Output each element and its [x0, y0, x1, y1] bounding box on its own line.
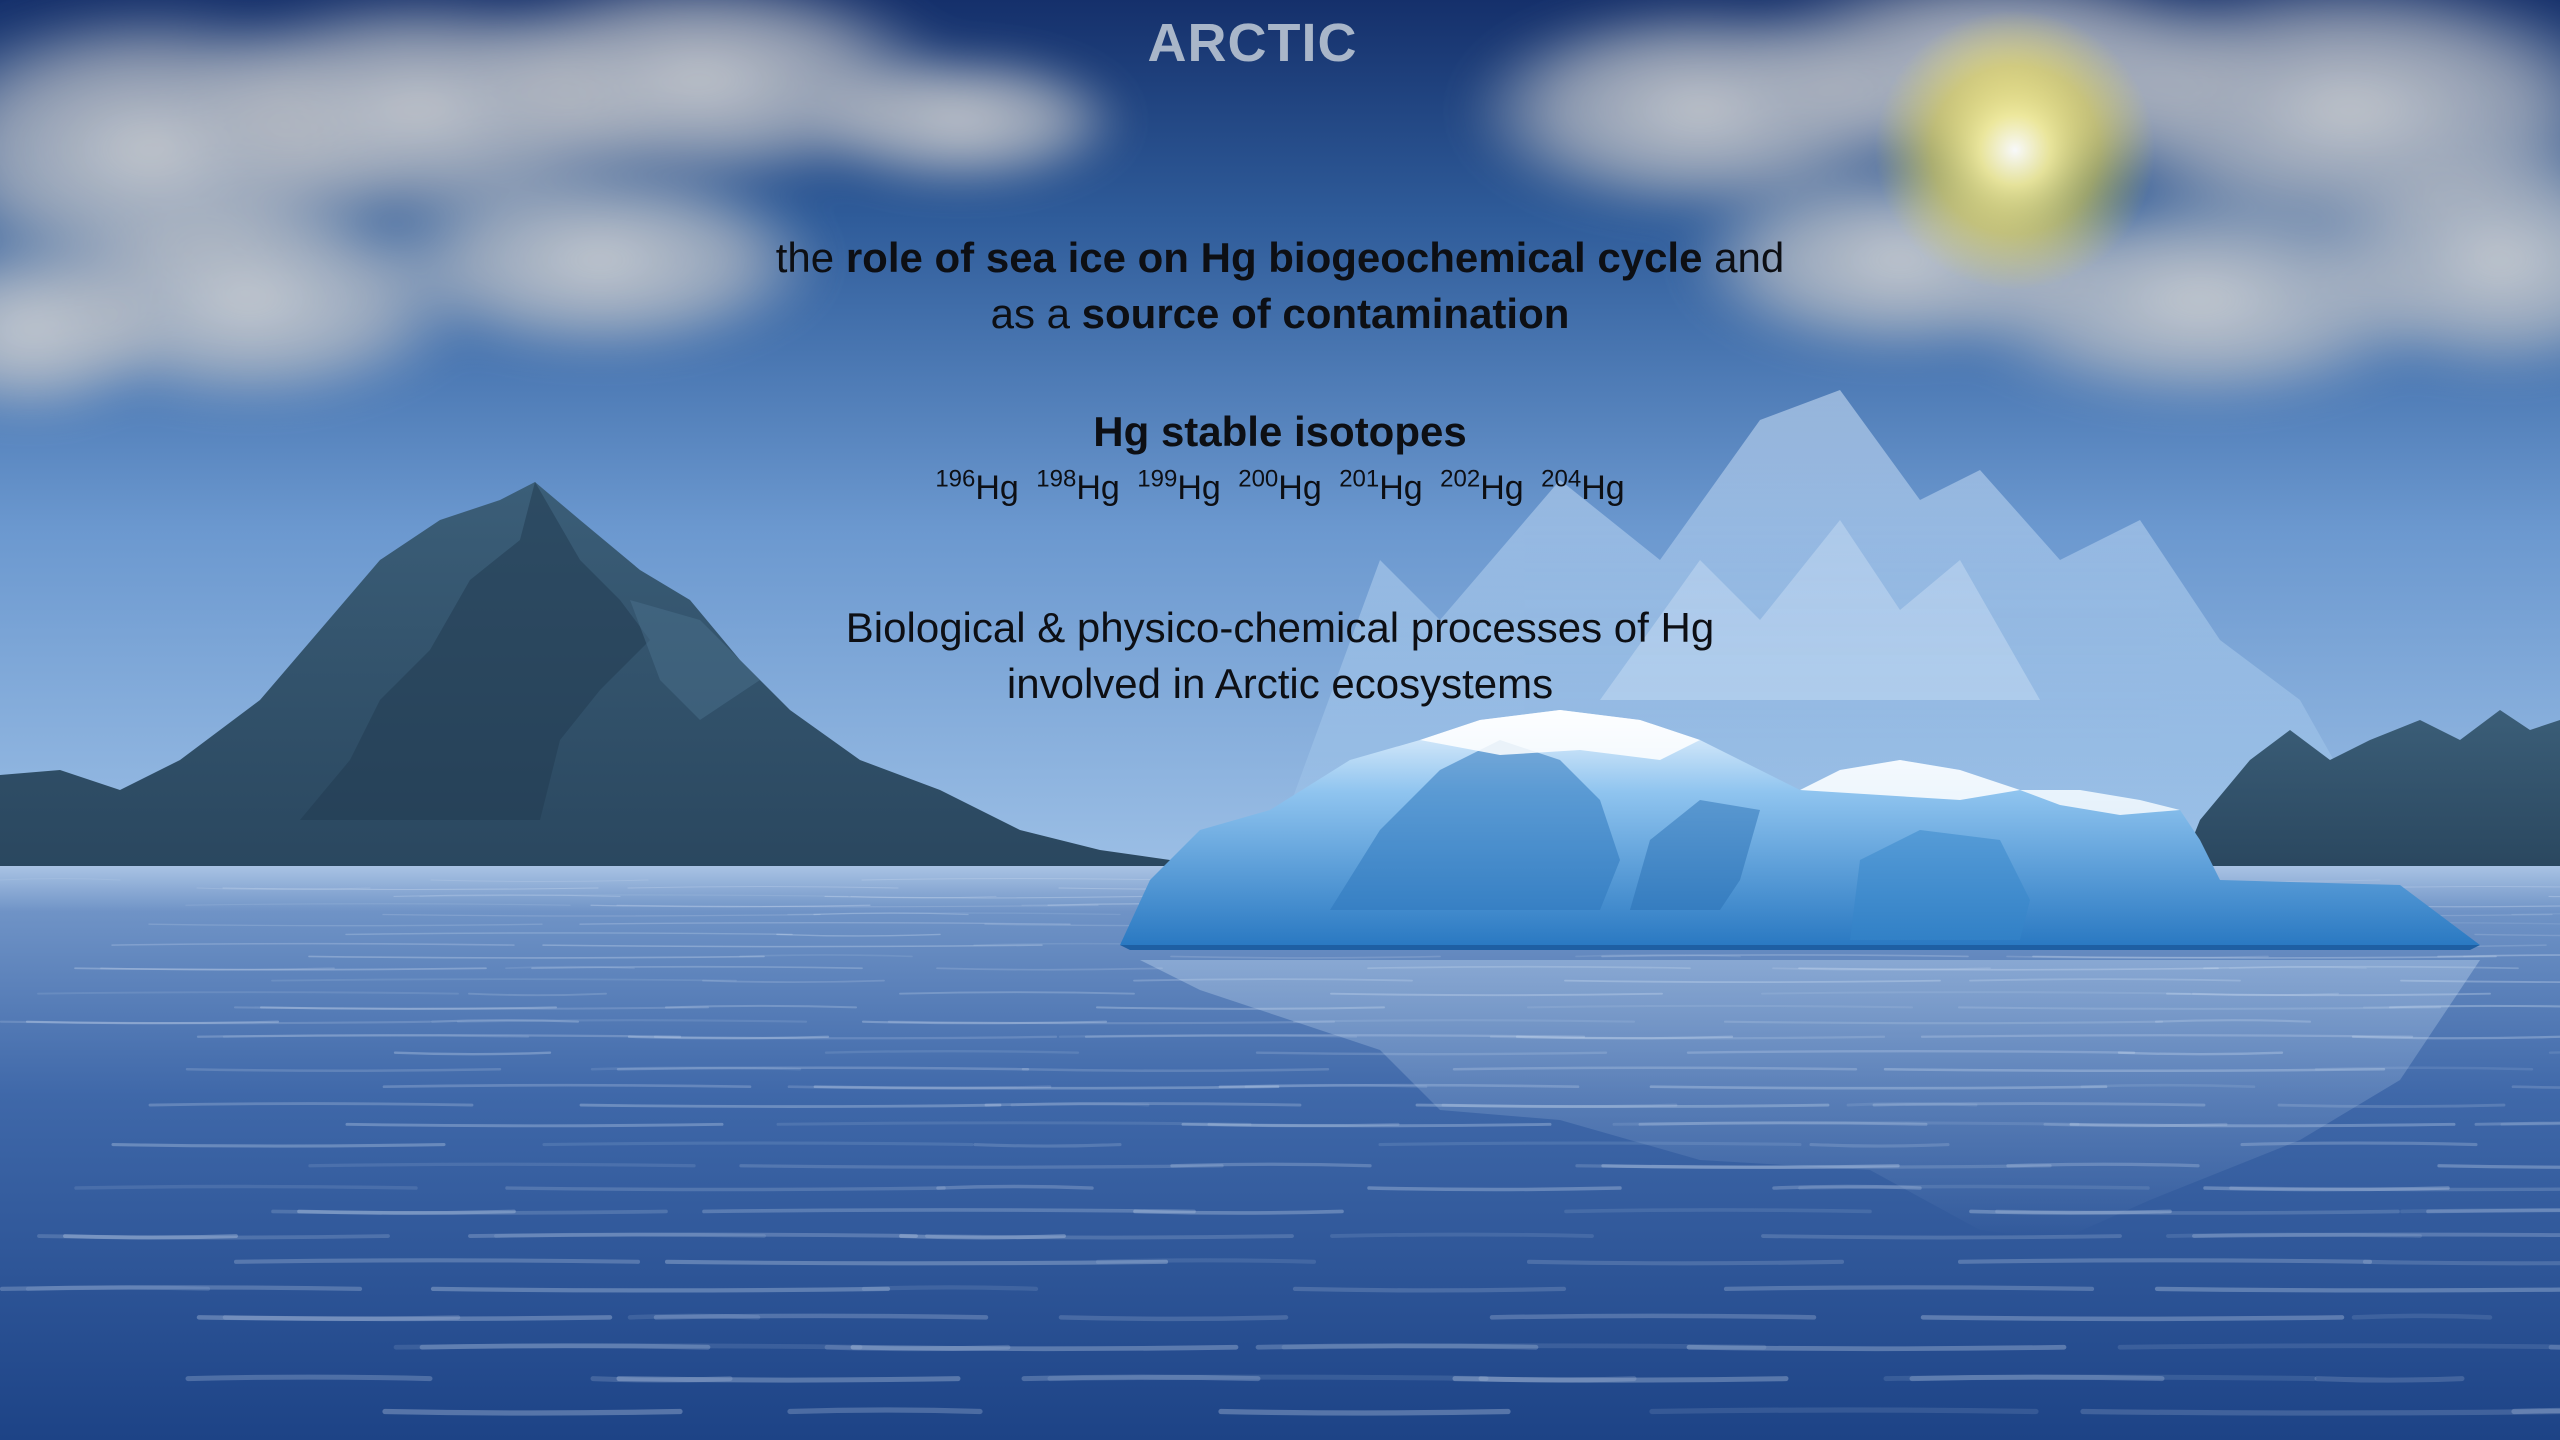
isotope-198: 198Hg [1036, 465, 1120, 507]
isotope-201: 201Hg [1339, 465, 1423, 507]
intro-line-1: the role of sea ice on Hg biogeochemical… [0, 230, 2560, 286]
intro-emphasis: role of sea ice on Hg biogeochemical cyc… [845, 234, 1703, 281]
intro-text-2: as a [990, 290, 1082, 337]
slide-title: ARCTIC [1147, 13, 1358, 73]
isotopes-heading: Hg stable isotopes [1093, 408, 1467, 455]
intro-statement: the role of sea ice on Hg biogeochemical… [0, 230, 2560, 342]
isotope-199: 199Hg [1137, 465, 1221, 507]
isotope-202: 202Hg [1440, 465, 1524, 507]
intro-emphasis-2: source of contamination [1081, 290, 1570, 337]
intro-text: the [775, 234, 846, 281]
intro-line-2: as a source of contamination [0, 286, 2560, 342]
isotopes-list: 196Hg 198Hg 199Hg 200Hg 201Hg 202Hg 204H… [0, 460, 2560, 516]
isotope-196: 196Hg [935, 465, 1019, 507]
isotope-204: 204Hg [1541, 465, 1625, 507]
processes-statement: Biological & physico-chemical processes … [0, 600, 2560, 712]
sun-shape [1875, 10, 2155, 290]
processes-line-1: Biological & physico-chemical processes … [845, 604, 1715, 651]
mountain-right [2180, 710, 2560, 870]
iceberg [1120, 710, 2480, 950]
isotope-200: 200Hg [1238, 465, 1322, 507]
processes-line-2: involved in Arctic ecosystems [1006, 660, 1554, 707]
intro-text-end: and [1702, 234, 1785, 281]
